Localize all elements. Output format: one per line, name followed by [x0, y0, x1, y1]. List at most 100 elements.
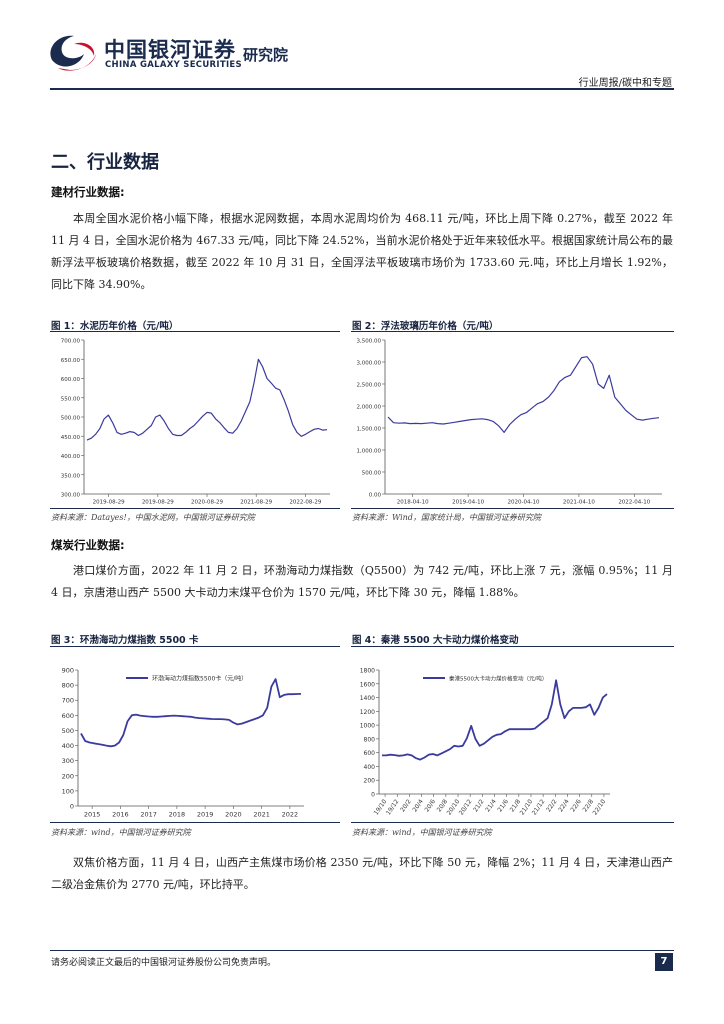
x-tick-label: 2015	[84, 811, 101, 819]
fig4-top-rule	[351, 646, 674, 647]
institute-name: 研究院	[243, 46, 289, 64]
footer-disclaimer: 请务必阅读正文最后的中国银河证券股份公司免责声明。	[51, 958, 277, 968]
x-tick-label: 20/4	[411, 798, 425, 813]
coal-heading: 煤炭行业数据:	[51, 538, 125, 552]
fig4-bottom-rule	[351, 822, 674, 823]
building-paragraph: 本周全国水泥价格小幅下降，根据水泥网数据，本周水泥周均价为 468.11 元/吨…	[51, 212, 673, 291]
x-tick-label: 2022	[282, 811, 299, 819]
fig2-chart: 0.00 500.00 1,000.00 1,500.00 2,000.00 2,500.…	[357, 339, 662, 506]
x-tick-label: 2018-04-10	[397, 500, 429, 506]
y-tick-label: 900	[62, 667, 74, 675]
y-tick-label: 1400	[360, 695, 375, 702]
y-tick-label: 200	[62, 772, 74, 780]
x-tick-label: 20/2	[399, 798, 413, 813]
fig3-title: 图 3：环渤海动力煤指数 5500 卡	[51, 635, 199, 646]
x-tick-label: 2020-08-29	[191, 500, 223, 506]
series-line	[86, 358, 328, 441]
x-tick-label: 2017	[140, 811, 157, 819]
footer-rule	[50, 950, 674, 951]
report-type: 行业周报/碳中和专题	[578, 78, 672, 89]
header-rule	[50, 88, 674, 90]
y-tick-label: 3,000.00	[357, 361, 382, 367]
y-tick-label: 200	[364, 778, 376, 785]
y-tick-label: 700	[62, 697, 74, 705]
fig1-source: 资料来源：Datayes!，中国水泥网，中国银河证券研究院	[51, 513, 255, 522]
x-tick-label: 2021	[253, 811, 270, 819]
y-tick-label: 400.00	[61, 454, 81, 460]
x-tick-label: 2020-04-10	[508, 500, 540, 506]
x-tick-label: 22/4	[557, 798, 571, 813]
x-tick-label: 2021-04-10	[563, 500, 595, 506]
y-tick-label: 3,500.00	[357, 339, 382, 345]
company-logo-icon	[50, 35, 96, 71]
series-line	[80, 678, 302, 748]
fig4-chart: 02004006008001000120014001600180019/1019…	[360, 668, 610, 816]
fig3-source: 资料来源：wind，中国银河证券研究院	[51, 828, 191, 837]
fig3-top-rule	[50, 646, 340, 647]
fig1-top-rule	[50, 331, 340, 332]
x-tick-label: 21/6	[496, 798, 510, 813]
page-number: 7	[655, 953, 673, 971]
x-tick-label: 21/12	[531, 798, 547, 816]
fig4-source: 资料来源：wind，中国银河证券研究院	[352, 828, 492, 837]
x-tick-label: 21/2	[472, 798, 486, 813]
y-tick-label: 2,000.00	[357, 405, 382, 411]
x-tick-label: 2016	[112, 811, 129, 819]
y-tick-label: 600.00	[61, 377, 81, 383]
y-tick-label: 600	[364, 750, 376, 757]
fig4-title: 图 4：秦港 5500 大卡动力煤价格变动	[352, 635, 519, 646]
coke-paragraph: 双焦价格方面，11 月 4 日，山西产主焦煤市场价格 2350 元/吨，环比下降…	[51, 856, 673, 891]
series-line	[387, 356, 660, 434]
y-tick-label: 500.00	[61, 416, 81, 422]
y-tick-label: 400	[62, 742, 74, 750]
x-tick-label: 2019-04-10	[452, 500, 484, 506]
series-line	[382, 679, 608, 761]
x-tick-label: 21/4	[484, 798, 498, 813]
fig2-source: 资料来源：Wind，国家统计局，中国银河证券研究院	[352, 513, 541, 522]
y-tick-label: 1600	[360, 681, 375, 688]
x-tick-label: 20/12	[458, 798, 474, 816]
y-tick-label: 0.00	[369, 493, 382, 499]
fig2-bottom-rule	[351, 508, 674, 509]
fig2-title: 图 2：浮法玻璃历年价格（元/吨）	[352, 321, 499, 332]
x-tick-label: 2019-08-29	[93, 500, 125, 506]
x-tick-label: 22/10	[592, 798, 608, 816]
x-tick-label: 2022-04-10	[618, 500, 650, 506]
y-tick-label: 350.00	[61, 473, 81, 479]
y-tick-label: 300	[62, 757, 74, 765]
section-title: 二、行业数据	[51, 152, 159, 173]
x-tick-label: 2020	[225, 811, 242, 819]
y-tick-label: 100	[62, 787, 74, 795]
legend-label: 环渤海动力煤指数5500卡（元/吨）	[152, 675, 247, 683]
y-tick-label: 1000	[360, 723, 375, 730]
fig1-bottom-rule	[50, 508, 340, 509]
y-tick-label: 0	[70, 803, 74, 811]
y-tick-label: 0	[371, 792, 375, 799]
x-tick-label: 22/6	[569, 798, 583, 813]
x-tick-label: 2022-08-29	[289, 500, 321, 506]
y-tick-label: 650.00	[61, 358, 81, 364]
company-name-en: CHINA GALAXY SECURITIES	[105, 60, 242, 70]
building-heading: 建材行业数据:	[51, 185, 125, 199]
x-tick-label: 22/2	[545, 798, 559, 813]
y-tick-label: 700.00	[61, 339, 81, 345]
y-tick-label: 550.00	[61, 396, 81, 402]
y-tick-label: 1,500.00	[357, 427, 382, 433]
x-tick-label: 2019-08-29	[142, 500, 174, 506]
x-tick-label: 2018	[169, 811, 186, 819]
fig2-top-rule	[351, 331, 674, 332]
y-tick-label: 400	[364, 764, 376, 771]
y-tick-label: 1,000.00	[357, 449, 382, 455]
y-tick-label: 300.00	[61, 493, 81, 499]
y-tick-label: 800	[364, 736, 376, 743]
x-tick-label: 19/12	[385, 798, 401, 816]
y-tick-label: 1800	[360, 668, 375, 675]
fig3-bottom-rule	[50, 822, 340, 823]
x-tick-label: 2021-08-29	[240, 500, 272, 506]
fig3-chart: 0 100 200 300 400 500 600 700 800 900 2015 2016 2017…	[62, 667, 304, 819]
y-tick-label: 600	[62, 712, 74, 720]
legend-label: 秦港5500大卡动力煤价格变动（元/吨）	[449, 675, 547, 683]
x-tick-label: 2019	[197, 811, 214, 819]
company-name-cn: 中国银河证券	[104, 38, 236, 62]
x-tick-label: 20/6	[424, 798, 438, 813]
